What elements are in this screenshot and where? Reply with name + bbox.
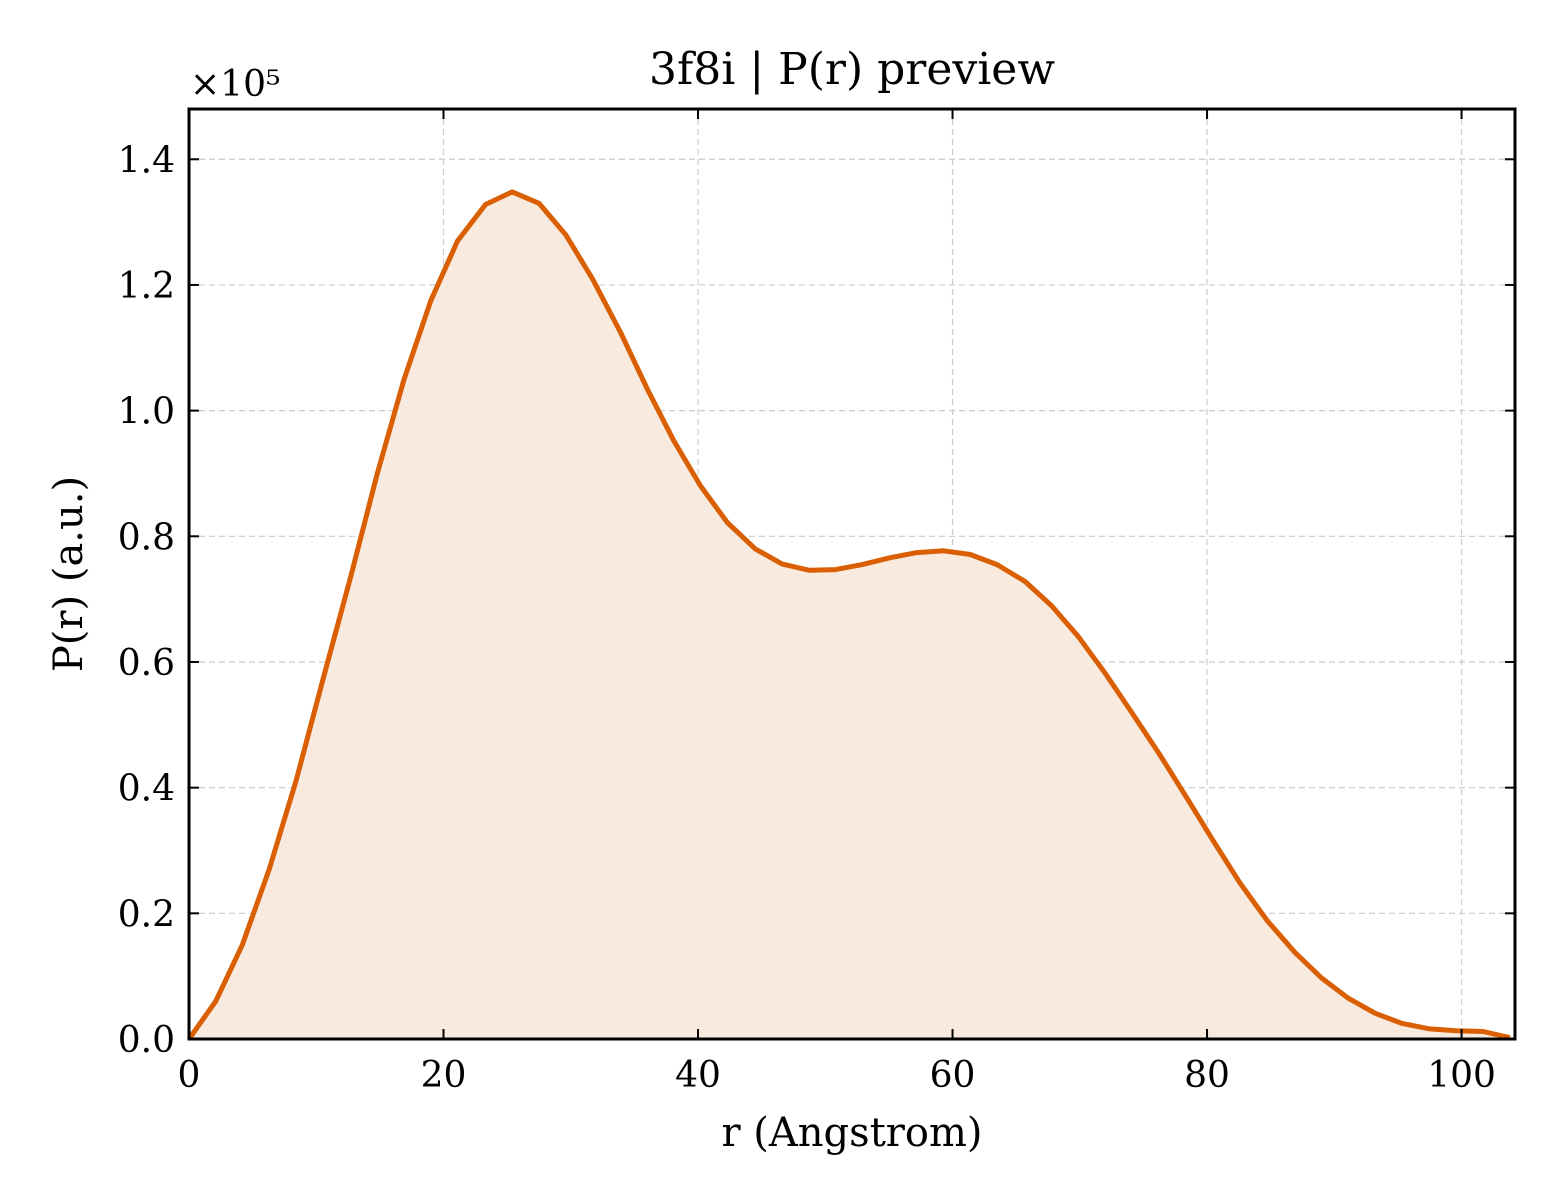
chart-title: 3f8i | P(r) preview (649, 44, 1055, 95)
y-tick-label: 0.4 (118, 769, 175, 810)
x-axis-label: r (Angstrom) (721, 1110, 982, 1156)
y-tick-label: 0.0 (118, 1020, 175, 1061)
y-tick-label: 1.2 (118, 266, 175, 307)
ticks: 0 20 40 60 80 100 0.0 0.2 0.4 0.6 0.8 1.0 1.2 1.4 (118, 109, 1515, 1096)
y-tick-label: 0.6 (118, 643, 175, 684)
x-tick-label: 60 (930, 1055, 976, 1096)
y-tick-label: 0.8 (118, 517, 175, 558)
x-tick-label: 100 (1427, 1055, 1496, 1096)
y-tick-label: 0.2 (118, 894, 175, 935)
y-axis-label: P(r) (a.u.) (46, 476, 92, 672)
y-tick-label: 1.4 (118, 140, 175, 181)
series-line (186, 189, 1511, 1041)
y-tick-label: 1.0 (118, 392, 175, 433)
x-tick-label: 40 (675, 1055, 721, 1096)
y-multiplier-label: ×10⁵ (190, 64, 280, 105)
x-tick-label: 80 (1184, 1055, 1230, 1096)
area-fill (189, 191, 1510, 1039)
plot-frame (187, 107, 1517, 1041)
x-tick-label: 0 (178, 1055, 201, 1096)
x-tick-label: 20 (421, 1055, 467, 1096)
